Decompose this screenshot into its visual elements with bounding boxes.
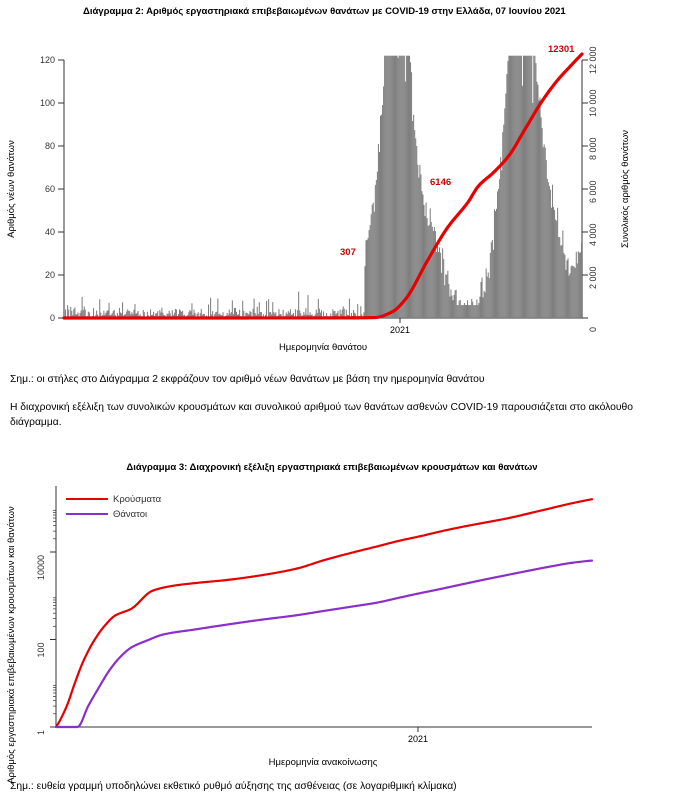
svg-text:12 000: 12 000 <box>588 46 598 74</box>
svg-text:100: 100 <box>36 643 46 658</box>
svg-text:100: 100 <box>40 98 55 108</box>
svg-text:60: 60 <box>45 184 55 194</box>
svg-text:Ημερομηνία θανάτου: Ημερομηνία θανάτου <box>279 342 367 353</box>
svg-text:12301: 12301 <box>548 44 575 55</box>
svg-text:Αριθμός νέων θανάτων: Αριθμός νέων θανάτων <box>6 140 17 238</box>
svg-text:2021: 2021 <box>390 325 410 335</box>
svg-text:307: 307 <box>340 247 356 258</box>
svg-text:Αριθμός εργαστηριακά επιβεβαιω: Αριθμός εργαστηριακά επιβεβαιωμένων κρου… <box>6 506 17 784</box>
svg-text:2 000: 2 000 <box>588 266 598 289</box>
svg-text:0: 0 <box>50 313 55 323</box>
svg-text:0: 0 <box>588 327 598 332</box>
svg-text:10000: 10000 <box>36 555 46 580</box>
svg-text:6146: 6146 <box>430 177 451 188</box>
svg-text:Διάγραμμα 3: Διαχρονική εξέλιξ: Διάγραμμα 3: Διαχρονική εξέλιξη εργαστηρ… <box>126 462 537 473</box>
svg-text:8 000: 8 000 <box>588 137 598 160</box>
svg-text:80: 80 <box>45 141 55 151</box>
svg-text:4 000: 4 000 <box>588 223 598 246</box>
svg-text:6 000: 6 000 <box>588 180 598 203</box>
svg-text:Θάνατοι: Θάνατοι <box>113 509 147 520</box>
svg-text:10 000: 10 000 <box>588 89 598 117</box>
svg-text:Διάγραμμα 2: Αριθμός εργαστηρι: Διάγραμμα 2: Αριθμός εργαστηριακά επιβεβ… <box>83 6 566 17</box>
svg-text:Ημερομηνία ανακοίνωσης: Ημερομηνία ανακοίνωσης <box>269 757 378 768</box>
svg-text:2021: 2021 <box>408 734 428 744</box>
svg-text:40: 40 <box>45 227 55 237</box>
svg-text:Συνολικός αριθμός θανάτων: Συνολικός αριθμός θανάτων <box>620 130 631 248</box>
svg-text:1: 1 <box>36 730 46 735</box>
svg-text:20: 20 <box>45 270 55 280</box>
svg-text:Κρούσματα: Κρούσματα <box>113 494 162 505</box>
svg-text:120: 120 <box>40 55 55 65</box>
